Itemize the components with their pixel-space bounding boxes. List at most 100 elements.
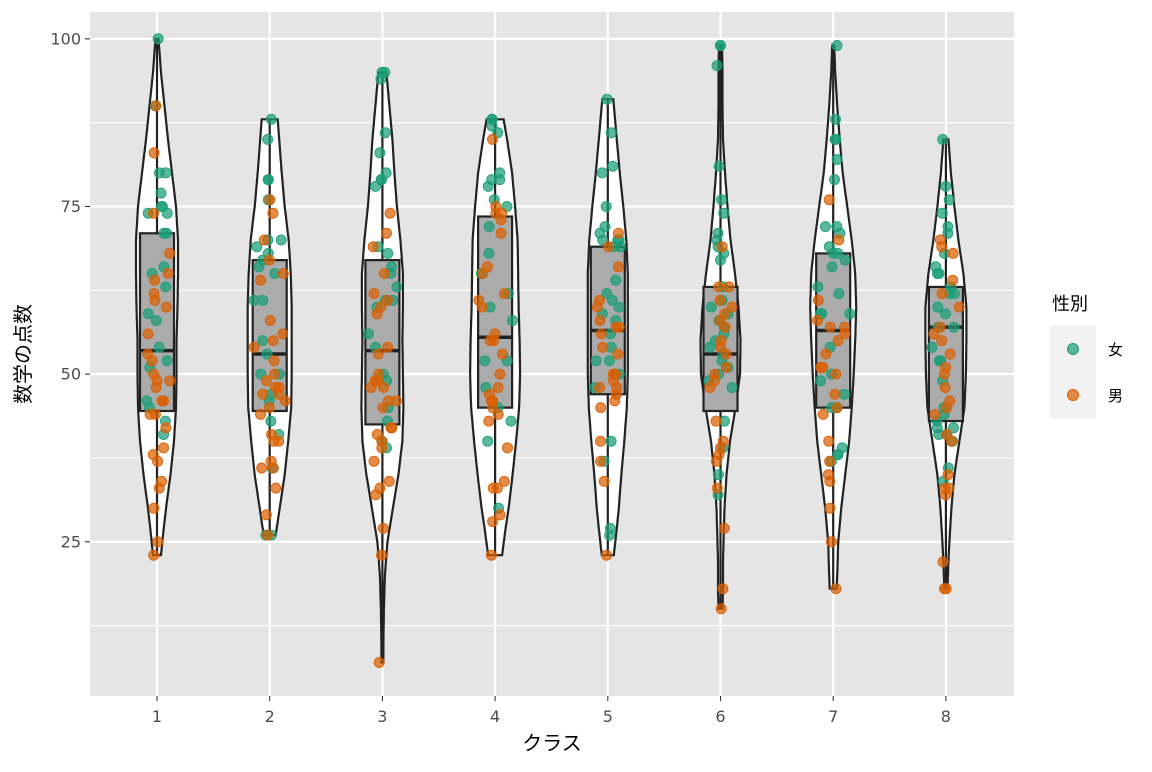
point-female	[150, 315, 162, 326]
point-female	[812, 281, 824, 293]
point-male	[365, 382, 377, 393]
legend-title: 性別	[1052, 294, 1088, 315]
point-male	[376, 442, 388, 454]
point-female	[704, 341, 716, 353]
point-female	[712, 469, 724, 481]
legend: 性別 女 男	[1050, 294, 1123, 418]
point-female	[483, 221, 495, 233]
point-female	[713, 160, 725, 172]
point-male	[148, 147, 160, 159]
point-male	[716, 241, 728, 253]
point-female	[826, 261, 838, 273]
point-male	[148, 288, 160, 300]
point-male	[936, 241, 948, 253]
point-female	[604, 355, 615, 367]
point-female	[839, 388, 850, 400]
point-male	[160, 422, 172, 434]
point-male	[264, 402, 275, 414]
point-female	[505, 415, 517, 427]
point-male	[152, 536, 164, 548]
point-female	[943, 194, 955, 206]
point-female	[370, 180, 381, 192]
point-male	[829, 388, 841, 400]
point-female	[831, 40, 843, 51]
axes: 25 50 75 100 1 2 3 4 5 6 7 8	[50, 29, 951, 726]
point-female	[601, 93, 613, 105]
point-male	[714, 294, 726, 306]
point-male	[815, 361, 827, 373]
point-male	[720, 348, 732, 360]
point-female	[932, 301, 944, 313]
point-male	[382, 294, 393, 306]
point-male	[264, 315, 276, 326]
point-male	[142, 328, 154, 340]
point-male	[477, 268, 489, 279]
point-female	[610, 274, 622, 286]
point-male	[385, 422, 397, 434]
point-female	[607, 160, 619, 172]
point-male	[383, 475, 395, 487]
point-male	[497, 348, 508, 360]
point-male	[260, 509, 272, 521]
point-male	[149, 274, 161, 286]
point-male	[372, 375, 383, 387]
point-female	[376, 174, 387, 186]
point-female	[715, 40, 726, 51]
point-male	[162, 268, 174, 279]
point-female	[153, 341, 165, 353]
point-female	[590, 355, 602, 367]
point-male	[160, 301, 172, 313]
point-male	[264, 194, 276, 206]
point-male	[148, 207, 159, 219]
point-female	[275, 234, 287, 246]
point-male	[498, 475, 510, 487]
point-male	[820, 348, 832, 360]
point-male	[502, 442, 513, 454]
point-male	[255, 274, 267, 286]
point-female	[948, 321, 960, 333]
point-male	[940, 489, 952, 501]
point-male	[823, 435, 835, 447]
point-male	[148, 549, 160, 561]
point-male	[150, 382, 162, 393]
point-female	[141, 395, 153, 407]
point-male	[279, 395, 291, 407]
point-male	[378, 268, 390, 279]
point-male	[277, 268, 289, 279]
point-male	[150, 100, 162, 112]
point-male	[270, 482, 282, 494]
legend-label-female: 女	[1108, 341, 1123, 359]
point-female	[715, 254, 726, 266]
point-male	[495, 214, 507, 226]
point-male	[817, 408, 829, 420]
point-female	[613, 301, 625, 313]
point-female	[827, 247, 839, 259]
point-female	[819, 221, 831, 233]
point-male	[938, 583, 950, 595]
point-male	[947, 274, 959, 286]
point-female	[596, 167, 608, 179]
point-male	[367, 241, 379, 253]
point-male	[267, 207, 279, 219]
point-female	[506, 315, 518, 326]
point-female	[375, 73, 387, 85]
point-male	[484, 335, 496, 347]
point-male	[812, 294, 824, 306]
point-female	[374, 147, 386, 159]
point-male	[382, 341, 394, 353]
point-female	[605, 435, 617, 447]
point-female	[718, 207, 730, 219]
point-male	[717, 583, 729, 595]
point-female	[158, 227, 170, 239]
point-male	[594, 382, 606, 393]
panel-background	[90, 12, 1014, 696]
point-female	[142, 308, 154, 320]
point-male	[378, 382, 390, 393]
point-female	[716, 194, 727, 206]
point-male	[830, 583, 842, 595]
point-male	[262, 529, 274, 541]
point-female	[832, 449, 844, 461]
point-male	[476, 301, 488, 313]
point-male	[603, 241, 614, 253]
point-female	[937, 133, 949, 145]
